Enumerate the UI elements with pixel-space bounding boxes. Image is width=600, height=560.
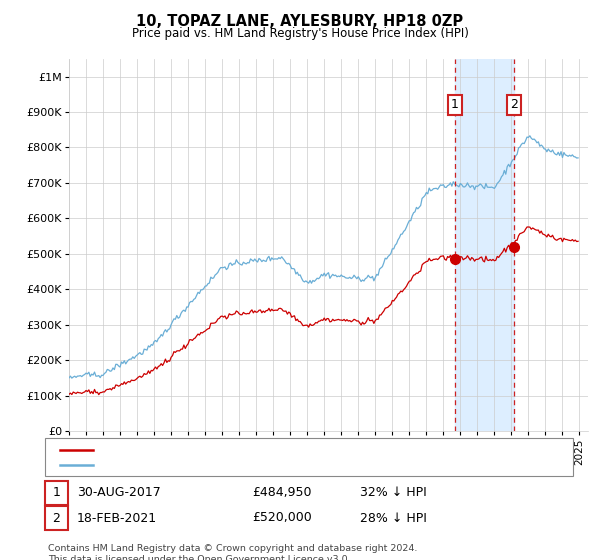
Text: 18-FEB-2021: 18-FEB-2021	[77, 511, 157, 525]
Text: 2: 2	[52, 511, 61, 525]
Text: 32% ↓ HPI: 32% ↓ HPI	[360, 486, 427, 500]
Text: 30-AUG-2017: 30-AUG-2017	[77, 486, 161, 500]
Text: 28% ↓ HPI: 28% ↓ HPI	[360, 511, 427, 525]
Text: 1: 1	[52, 486, 61, 500]
Text: Contains HM Land Registry data © Crown copyright and database right 2024.
This d: Contains HM Land Registry data © Crown c…	[48, 544, 418, 560]
Bar	[455, 59, 514, 431]
Text: 10, TOPAZ LANE, AYLESBURY, HP18 0ZP (detached house): 10, TOPAZ LANE, AYLESBURY, HP18 0ZP (det…	[102, 445, 420, 455]
Text: 1: 1	[451, 99, 458, 111]
Text: HPI: Average price, detached house, Buckinghamshire: HPI: Average price, detached house, Buck…	[102, 460, 399, 470]
Text: 2: 2	[511, 99, 518, 111]
Text: 10, TOPAZ LANE, AYLESBURY, HP18 0ZP: 10, TOPAZ LANE, AYLESBURY, HP18 0ZP	[136, 14, 464, 29]
Text: £484,950: £484,950	[252, 486, 311, 500]
Text: Price paid vs. HM Land Registry's House Price Index (HPI): Price paid vs. HM Land Registry's House …	[131, 27, 469, 40]
Text: £520,000: £520,000	[252, 511, 312, 525]
